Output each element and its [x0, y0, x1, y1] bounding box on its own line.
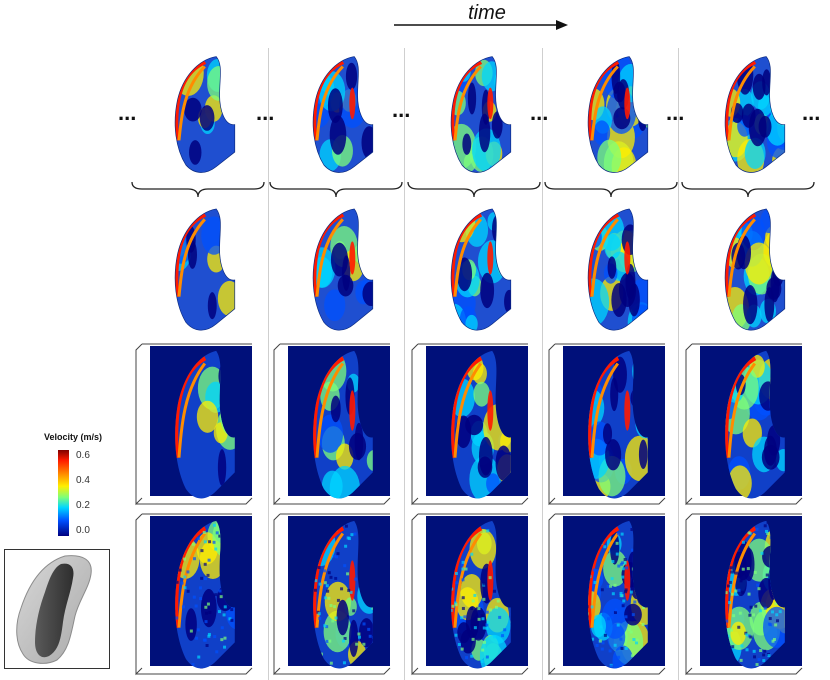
colorbar-tick: 0.6 — [76, 450, 90, 461]
velocity-slice-panel — [450, 208, 512, 331]
velocity-slice-panel — [587, 56, 649, 173]
colorbar-tick: 0.0 — [76, 525, 90, 536]
arrow-right-icon — [394, 20, 568, 30]
velocity-slice-panel — [273, 343, 391, 506]
velocity-slice-panel — [450, 56, 512, 173]
velocity-slice-panel — [411, 513, 529, 676]
velocity-slice-panel — [312, 208, 374, 331]
velocity-slice-panel — [174, 208, 236, 331]
brace-down-icon — [407, 181, 541, 198]
column-divider — [678, 48, 679, 680]
velocity-slice-panel — [587, 208, 649, 331]
time-axis-label: time — [468, 2, 506, 24]
velocity-slice-panel — [273, 513, 391, 676]
velocity-slice-panel — [312, 56, 374, 173]
column-divider — [542, 48, 543, 680]
velocity-slice-panel — [548, 513, 666, 676]
velocity-slice-panel — [135, 513, 253, 676]
brace-down-icon — [544, 181, 678, 198]
brace-down-icon — [681, 181, 815, 198]
colorbar-title: Velocity (m/s) — [44, 432, 103, 442]
velocity-slice-panel — [685, 343, 803, 506]
velocity-slice-panel — [411, 343, 529, 506]
velocity-slice-panel — [174, 56, 236, 173]
colorbar-tick: 0.2 — [76, 500, 90, 511]
cardiac-chamber-icon — [16, 555, 92, 664]
column-divider — [404, 48, 405, 680]
brace-down-icon — [131, 181, 265, 198]
velocity-slice-panel — [135, 343, 253, 506]
velocity-slice-panel — [724, 56, 786, 173]
chamber-thumbnail — [4, 549, 110, 669]
velocity-colorbar: Velocity (m/s) 0.6 0.4 0.2 0.0 — [30, 432, 130, 542]
brace-down-icon — [269, 181, 403, 198]
velocity-slice-panel — [685, 513, 803, 676]
column-divider — [268, 48, 269, 680]
colorbar-gradient — [58, 450, 69, 536]
velocity-slice-panel — [548, 343, 666, 506]
colorbar-tick: 0.4 — [76, 475, 90, 486]
velocity-slice-panel — [724, 208, 786, 331]
